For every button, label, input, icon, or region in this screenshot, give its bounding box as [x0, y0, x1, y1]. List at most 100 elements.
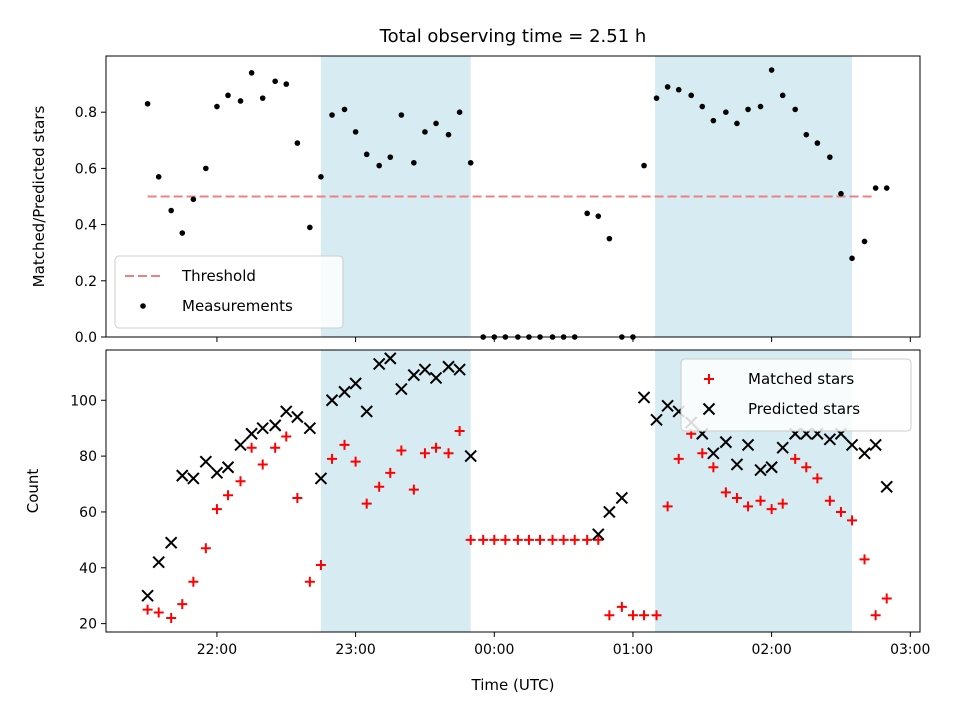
matched-stars-point	[281, 431, 292, 442]
matched-stars-point	[361, 498, 372, 509]
measurements-point	[144, 100, 151, 107]
legend-swatch-matched-stars	[704, 374, 714, 384]
measurements-point	[688, 92, 694, 99]
legend-box	[114, 255, 344, 329]
measurements-point	[318, 174, 324, 180]
matched-stars-point	[350, 456, 361, 467]
predicted-stars-point	[221, 461, 235, 474]
measurements-point	[792, 106, 798, 113]
y-tick-label: 60	[79, 505, 97, 521]
predicted-stars-point	[730, 458, 744, 471]
predicted-stars-point	[741, 438, 755, 452]
predicted-stars-point	[464, 449, 477, 463]
predicted-stars-point	[325, 394, 339, 407]
predicted-stars-point	[754, 463, 767, 477]
ratio-y-ticks: 0.0 0.2 0.4 0.6 0.8	[75, 105, 106, 346]
y-tick-label: 0.6	[75, 161, 97, 177]
matched-stars-point	[835, 506, 846, 517]
matched-stars-point	[616, 601, 627, 612]
matched-stars-point	[547, 534, 558, 545]
matched-stars-point	[374, 481, 385, 492]
legend-swatch-measurements	[140, 303, 146, 309]
matched-stars-point	[708, 462, 719, 473]
legend-swatch-predicted-stars	[702, 402, 716, 416]
count-y-ticks: 20 40 60 80 100	[70, 393, 106, 633]
matched-stars-point	[651, 610, 662, 621]
matched-stars-point	[188, 576, 199, 587]
ratio-series	[144, 67, 890, 340]
matched-stars-point	[315, 559, 326, 570]
x-tick-label: 03:00	[890, 642, 930, 658]
predicted-stars-point	[880, 480, 893, 494]
predicted-stars-point	[349, 377, 362, 390]
predicted-stars-point	[442, 360, 455, 373]
measurements-point	[653, 95, 660, 101]
matched-stars-point	[523, 534, 534, 545]
measurements-point	[352, 129, 359, 135]
predicted-stars-point	[719, 435, 733, 449]
predicted-stars-point	[603, 505, 616, 519]
measurements-point	[329, 112, 335, 118]
measurements-point	[398, 112, 405, 118]
measurements-point	[387, 154, 394, 160]
predicted-stars-point	[776, 441, 789, 454]
predicted-stars-point	[615, 491, 629, 505]
measurements-point	[283, 81, 290, 87]
matched-stars-point	[512, 534, 523, 545]
measurements-point	[445, 131, 452, 138]
predicted-stars-point	[707, 447, 720, 460]
predicted-stars-point	[384, 352, 397, 365]
measurements-point	[272, 78, 278, 85]
matched-stars-point	[166, 613, 177, 624]
matched-stars-point	[535, 534, 546, 545]
shaded-interval-0	[320, 350, 471, 632]
predicted-stars-point	[338, 385, 351, 399]
measurements-point	[664, 84, 671, 90]
predicted-stars-point	[245, 427, 258, 440]
measurements-point	[168, 207, 174, 214]
predicted-stars-point	[210, 466, 224, 480]
ratio-legend: Threshold Measurements	[114, 255, 344, 329]
ratio-panel: 0.00.20.40.60.8 Matched/Predicted stars …	[30, 55, 921, 346]
ratio-axes-frame	[105, 55, 921, 338]
predicted-stars-point	[314, 472, 328, 485]
predicted-stars-point	[858, 447, 871, 460]
matched-stars-point	[396, 445, 407, 456]
measurements-point	[190, 196, 197, 203]
measurements-point	[363, 151, 370, 158]
measurements-point	[723, 109, 729, 115]
measurements-point	[872, 185, 879, 191]
legend-label-measurements: Measurements	[182, 297, 293, 315]
matched-stars-point	[673, 453, 684, 464]
predicted-stars-point	[845, 438, 859, 452]
predicted-stars-point	[256, 421, 269, 435]
legend-box	[680, 358, 912, 432]
measurements-point	[734, 120, 740, 127]
matched-stars-point	[824, 495, 835, 506]
y-tick-label: 0.4	[75, 218, 97, 234]
matched-stars-point	[177, 599, 188, 610]
measurements-point	[376, 162, 382, 169]
measurements-point	[225, 92, 231, 99]
predicted-stars-point	[187, 472, 200, 485]
matched-stars-point	[766, 504, 777, 515]
measurements-point	[203, 165, 209, 172]
x-tick-label: 23:00	[335, 642, 375, 658]
predicted-stars-point	[650, 413, 663, 427]
measurements-point	[675, 86, 682, 93]
matched-stars-point	[604, 610, 615, 621]
measurements-point	[883, 185, 890, 191]
measurements-point	[456, 109, 463, 115]
measurements-point	[248, 70, 255, 76]
matched-stars-point	[200, 543, 211, 554]
matched-stars-point	[697, 448, 708, 459]
legend-label-matched-stars: Matched stars	[748, 370, 854, 388]
measurements-point	[814, 140, 821, 146]
matched-stars-point	[153, 607, 164, 618]
matched-stars-point	[755, 495, 766, 506]
y-tick-label: 20	[79, 617, 97, 633]
measurements-point	[849, 255, 855, 262]
y-tick-label: 80	[79, 449, 97, 465]
x-tick-label: 01:00	[613, 642, 653, 658]
matched-stars-point	[558, 534, 569, 545]
